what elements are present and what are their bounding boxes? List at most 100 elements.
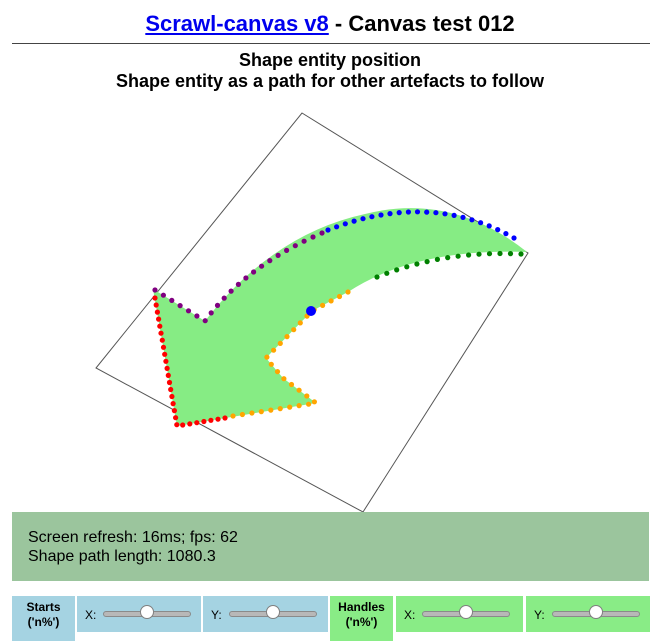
starts-x-label: X: <box>85 608 97 622</box>
path-dot <box>433 210 439 216</box>
shape-entity-arrow <box>153 208 527 426</box>
path-dot <box>239 411 245 418</box>
slider-thumb[interactable] <box>140 605 154 619</box>
path-dot <box>208 310 214 316</box>
path-dot <box>268 407 274 413</box>
starts-label-line-1: Starts <box>26 600 61 614</box>
path-dot <box>287 404 293 410</box>
path-dot <box>288 381 295 388</box>
handles-x-slider[interactable] <box>422 605 510 620</box>
handles-y-control: Y: <box>526 596 650 632</box>
path-dot <box>351 218 357 224</box>
path-dots <box>152 209 524 428</box>
path-dot <box>275 252 281 258</box>
path-dot <box>187 421 193 427</box>
path-dot <box>478 220 484 226</box>
handles-y-slider[interactable] <box>552 605 640 620</box>
path-dot <box>185 308 192 314</box>
path-dot <box>159 337 165 343</box>
path-dot <box>160 344 167 350</box>
handles-x-label: X: <box>404 608 416 622</box>
slider-thumb[interactable] <box>589 605 603 619</box>
path-dot <box>156 316 162 322</box>
path-dot <box>267 258 273 264</box>
path-dot <box>466 252 472 258</box>
path-dot <box>518 251 524 257</box>
path-dot <box>166 379 173 386</box>
path-dot <box>169 393 175 400</box>
path-dot <box>306 401 312 407</box>
path-dot <box>495 227 501 233</box>
path-dot <box>235 281 241 287</box>
subtitle-line-1: Shape entity position <box>238 50 421 70</box>
path-dot <box>277 406 283 412</box>
path-dot <box>230 413 236 419</box>
path-dot <box>202 318 208 324</box>
path-dot <box>455 253 461 259</box>
path-dot <box>153 302 159 308</box>
starts-x-slider[interactable] <box>103 605 191 620</box>
path-dot <box>414 209 421 215</box>
path-dot <box>243 275 249 281</box>
path-dot <box>394 267 400 273</box>
path-dot <box>345 289 351 295</box>
path-dot <box>170 401 176 407</box>
path-dot <box>297 320 303 326</box>
handles-label-line-2: ('n%') <box>345 615 378 629</box>
path-dot <box>258 409 264 415</box>
path-dot <box>251 269 257 275</box>
path-start-marker <box>306 306 316 316</box>
header-divider <box>12 43 650 44</box>
path-dot <box>152 287 158 293</box>
path-dot <box>277 340 283 346</box>
path-dot <box>165 372 171 378</box>
path-dot <box>469 217 475 223</box>
path-dot <box>215 416 221 422</box>
path-dot <box>405 209 411 215</box>
path-dot <box>511 235 517 241</box>
starts-y-slider[interactable] <box>229 605 317 620</box>
path-dot <box>378 212 384 218</box>
slider-thumb[interactable] <box>266 605 280 619</box>
path-dot <box>281 376 287 382</box>
handles-y-label: Y: <box>534 608 545 622</box>
path-dot <box>497 250 503 257</box>
path-dot <box>325 227 331 233</box>
path-dot <box>486 223 492 229</box>
path-dot <box>284 334 290 340</box>
path-dot <box>171 408 177 414</box>
path-dot <box>214 302 221 308</box>
slider-thumb[interactable] <box>459 605 473 619</box>
path-dot <box>328 298 334 304</box>
path-dot <box>264 354 270 360</box>
path-dot <box>310 234 316 240</box>
path-dot <box>374 274 380 280</box>
path-dot <box>296 403 302 409</box>
path-dot <box>342 221 348 227</box>
subtitle-line-2: Shape entity as a path for other artefac… <box>115 71 545 91</box>
path-dot <box>274 369 281 375</box>
path-dot <box>163 358 169 364</box>
page-header: Scrawl-canvas v8 - Canvas test 012 <box>0 10 660 38</box>
report-panel: Screen refresh: 16ms; fps: 62 Shape path… <box>12 512 649 581</box>
path-dot <box>259 263 265 269</box>
path-dot <box>162 351 168 357</box>
path-dot <box>291 327 297 333</box>
starts-x-control: X: <box>77 596 201 632</box>
path-dot <box>320 302 326 308</box>
handles-x-control: X: <box>396 596 523 632</box>
path-dot <box>249 410 255 416</box>
path-dot <box>201 418 207 425</box>
path-dot <box>451 212 457 218</box>
path-dot <box>158 330 164 336</box>
path-dot <box>228 288 234 294</box>
path-dot <box>180 422 186 428</box>
path-dot <box>152 295 158 301</box>
starts-label: Starts ('n%') <box>12 596 75 641</box>
scrawl-canvas-link[interactable]: Scrawl-canvas v8 <box>145 11 329 36</box>
path-dot <box>271 347 277 353</box>
path-dot <box>221 295 227 301</box>
path-dot <box>304 393 310 399</box>
path-dot <box>319 230 325 236</box>
